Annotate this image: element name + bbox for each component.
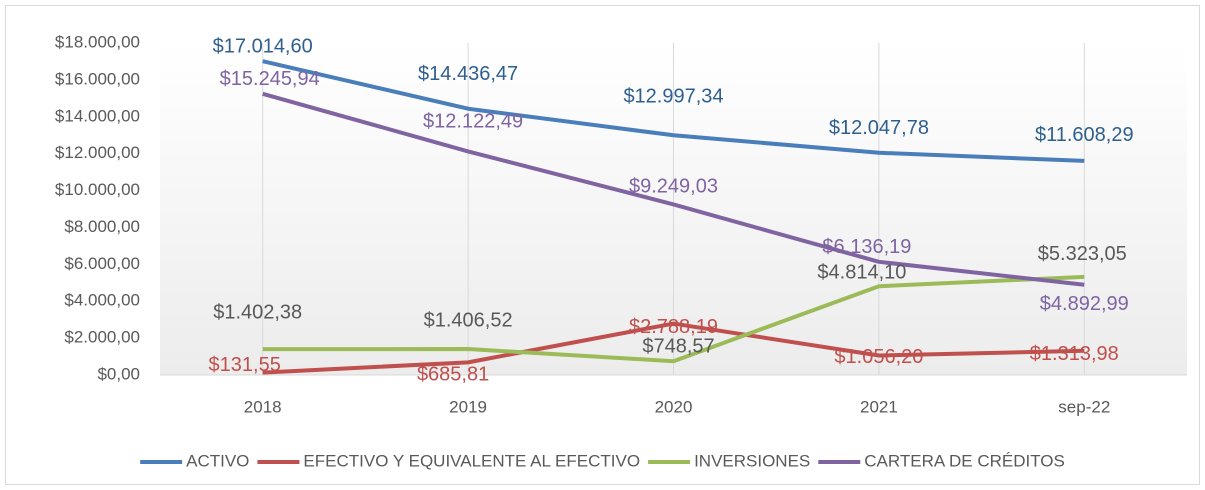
data-label: $15.245,94	[220, 68, 320, 90]
y-tick-label: $4.000,00	[64, 291, 140, 310]
data-label: $14.436,47	[418, 63, 518, 85]
data-label: $2.788,19	[629, 316, 718, 338]
legend-label: INVERSIONES	[694, 451, 810, 470]
y-tick-label: $18.000,00	[55, 32, 140, 51]
data-label: $748,57	[642, 335, 714, 357]
series-line	[262, 274, 1085, 364]
data-label: $12.997,34	[623, 86, 723, 108]
data-label: $1.402,38	[213, 301, 302, 323]
x-tick-label: 2021	[860, 397, 898, 416]
data-label: $17.014,60	[213, 35, 313, 57]
series-line	[262, 321, 1085, 375]
x-tick-label: 2019	[449, 397, 487, 416]
x-tick-label: 2018	[244, 397, 282, 416]
y-tick-label: $0,00	[97, 364, 140, 383]
data-label: $4.892,99	[1040, 293, 1129, 315]
data-label: $1.313,98	[1030, 343, 1119, 365]
data-label: $685,81	[417, 364, 489, 386]
y-tick-label: $16.000,00	[55, 69, 140, 88]
data-label: $131,55	[209, 354, 281, 376]
y-tick-label: $10.000,00	[55, 180, 140, 199]
data-label: $4.814,10	[817, 261, 906, 283]
y-tick-label: $6.000,00	[64, 254, 140, 273]
data-label: $12.047,78	[829, 117, 929, 139]
legend-label: EFECTIVO Y EQUIVALENTE AL EFECTIVO	[303, 451, 640, 470]
data-label: $5.323,05	[1038, 243, 1127, 265]
data-label: $6.136,19	[822, 236, 911, 258]
legend-label: ACTIVO	[186, 451, 249, 470]
y-tick-label: $2.000,00	[64, 328, 140, 347]
data-label: $9.249,03	[629, 176, 718, 198]
legend-label: CARTERA DE CRÉDITOS	[864, 451, 1065, 470]
x-tick-label: 2020	[655, 397, 693, 416]
series-line	[262, 59, 1085, 163]
y-tick-label: $14.000,00	[55, 106, 140, 125]
data-label: $1.406,52	[424, 309, 513, 331]
data-label: $12.122,49	[423, 111, 523, 133]
data-label: $1.056,20	[834, 346, 923, 368]
data-label: $11.608,29	[1035, 124, 1134, 146]
y-tick-label: $12.000,00	[55, 143, 140, 162]
y-tick-label: $8.000,00	[64, 217, 140, 236]
series-line	[262, 91, 1085, 287]
x-tick-label: sep-22	[1058, 397, 1110, 416]
